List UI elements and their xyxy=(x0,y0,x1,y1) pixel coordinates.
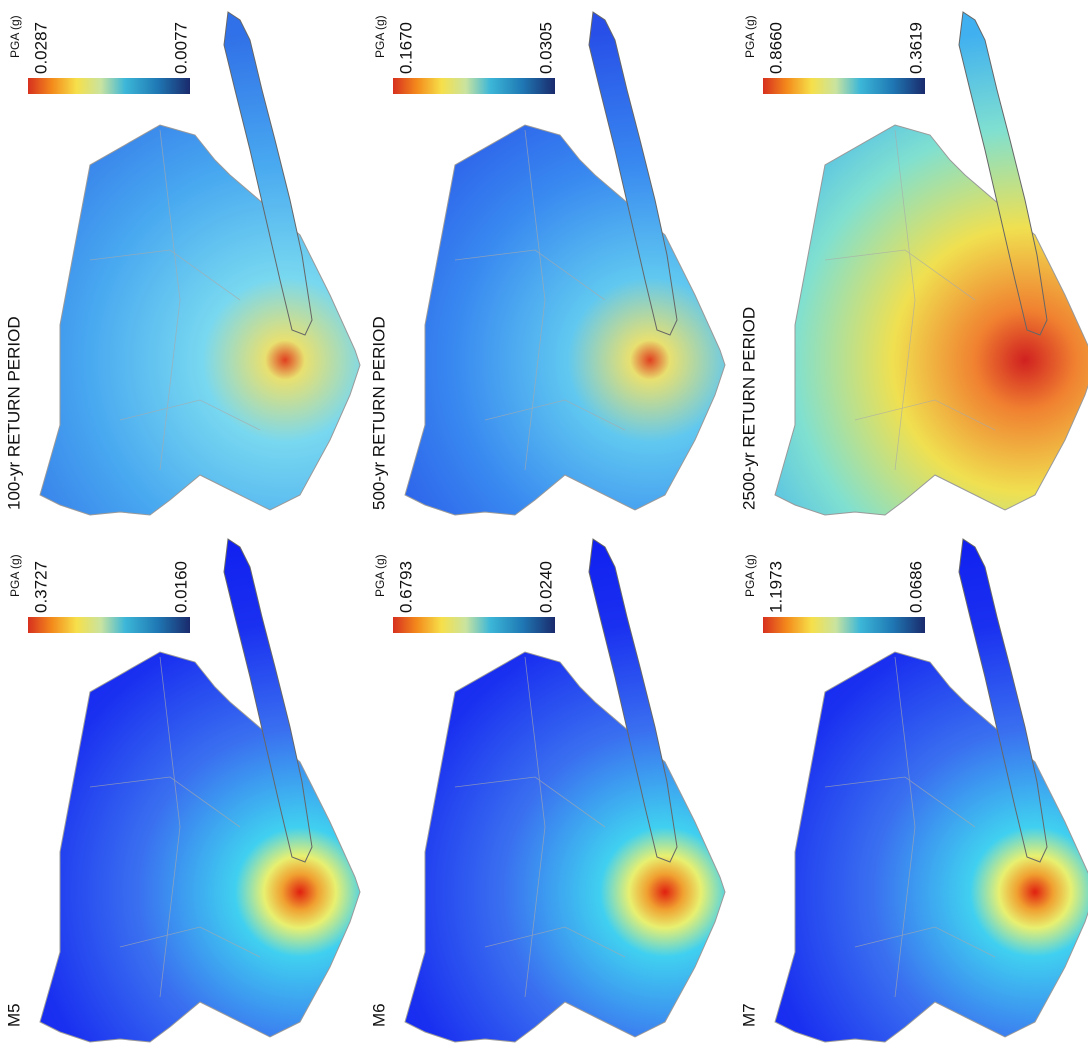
colorbar-max: 0.6793 xyxy=(396,561,415,613)
colorbar-min: 0.0160 xyxy=(171,561,190,613)
colorbar-min: 0.0686 xyxy=(906,561,925,613)
colorbar-max: 0.8660 xyxy=(766,22,785,74)
panel-label: 100-yr RETURN PERIOD xyxy=(4,316,23,510)
colorbar-max: 0.1670 xyxy=(396,22,415,74)
map-panel: PGA (g) 1.1973 0.0686 M7 xyxy=(739,538,1088,1043)
map-panel: PGA (g) 0.1670 0.0305 500-yr RETURN PERIOD xyxy=(369,11,726,516)
map-panel: PGA (g) 0.6793 0.0240 M6 xyxy=(369,538,726,1043)
colorbar-min: 0.0077 xyxy=(171,22,190,74)
colorbar-title: PGA (g) xyxy=(8,15,22,58)
map-panel: PGA (g) 0.0287 0.0077 100-yr RETURN PERIOD xyxy=(4,11,361,516)
county-lines xyxy=(454,656,626,998)
colorbar-title: PGA (g) xyxy=(373,554,387,597)
colorbar-min: 0.3619 xyxy=(906,22,925,74)
county-lines xyxy=(824,656,996,998)
map-panel: PGA (g) 0.3727 0.0160 M5 xyxy=(4,538,361,1043)
colorbar-title: PGA (g) xyxy=(8,554,22,597)
panel-label: M6 xyxy=(369,1003,388,1027)
panel-label: M7 xyxy=(739,1003,758,1027)
peninsula-map xyxy=(588,538,678,863)
colorbar xyxy=(393,78,555,94)
colorbar xyxy=(393,617,555,633)
colorbar xyxy=(28,78,190,94)
county-lines xyxy=(89,656,261,998)
colorbar-max: 1.1973 xyxy=(766,561,785,613)
panel-label: 2500-yr RETURN PERIOD xyxy=(739,307,758,510)
peninsula-map xyxy=(223,11,313,336)
map-panel: PGA (g) 0.8660 0.3619 2500-yr RETURN PERIOD xyxy=(739,11,1088,516)
peninsula-map xyxy=(223,538,313,863)
peninsula-map xyxy=(958,538,1048,863)
county-lines xyxy=(454,129,626,471)
panel-label: M5 xyxy=(4,1003,23,1027)
colorbar-title: PGA (g) xyxy=(373,15,387,58)
county-lines xyxy=(824,129,996,471)
colorbar-min: 0.0305 xyxy=(536,22,555,74)
panel-label: 500-yr RETURN PERIOD xyxy=(369,316,388,510)
colorbar xyxy=(28,617,190,633)
colorbar-max: 0.0287 xyxy=(31,22,50,74)
peninsula-map xyxy=(588,11,678,336)
colorbar-max: 0.3727 xyxy=(31,561,50,613)
county-lines xyxy=(89,129,261,471)
colorbar-min: 0.0240 xyxy=(536,561,555,613)
colorbar xyxy=(763,617,925,633)
colorbar-title: PGA (g) xyxy=(743,554,757,597)
colorbar-title: PGA (g) xyxy=(743,15,757,58)
colorbar xyxy=(763,78,925,94)
peninsula-map xyxy=(958,11,1048,336)
